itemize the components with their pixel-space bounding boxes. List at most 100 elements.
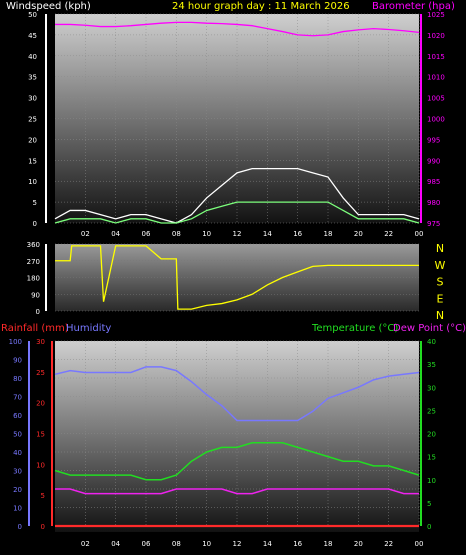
direction-grid bbox=[55, 243, 419, 312]
wind-tick-label: 10 bbox=[28, 178, 37, 186]
baro-tick-label: 1005 bbox=[427, 95, 445, 103]
baro-tick-label: 990 bbox=[427, 157, 440, 165]
wind-left-ticks: 0 5 10 15 20 25 30 35 40 45 50 bbox=[28, 11, 47, 228]
temp-x-tick-label: 22 bbox=[384, 540, 393, 548]
wind-tick-label: 45 bbox=[28, 32, 37, 40]
direction-tick-label: 270 bbox=[27, 258, 40, 266]
direction-tick-label: 90 bbox=[31, 291, 40, 299]
temp-x-tick-label: 06 bbox=[142, 540, 151, 548]
wind-x-tick-label: 10 bbox=[202, 230, 211, 238]
wind-tick-label: 50 bbox=[28, 11, 37, 19]
rain-tick-label: 15 bbox=[36, 431, 45, 439]
temp-tick-label: 0 bbox=[427, 523, 431, 531]
dewpoint-axis-title: Dew Point (°C) bbox=[393, 323, 466, 334]
barometer-line bbox=[55, 21, 420, 37]
humidity-tick-label: 20 bbox=[13, 486, 22, 494]
wind-gust-line bbox=[54, 168, 420, 224]
rain-tick-label: 5 bbox=[41, 492, 45, 500]
temp-tick-label: 20 bbox=[427, 431, 436, 439]
rain-tick-label: 0 bbox=[41, 523, 45, 531]
temp-x-tick-label: 12 bbox=[233, 540, 242, 548]
temp-tick-label: 10 bbox=[427, 477, 436, 485]
wind-tick-label: 5 bbox=[33, 199, 37, 207]
wind-tick-label: 30 bbox=[28, 95, 37, 103]
temp-tick-label: 15 bbox=[427, 454, 436, 462]
humidity-tick-label: 40 bbox=[13, 449, 22, 457]
temp-x-tick-label: 16 bbox=[293, 540, 302, 548]
humidity-tick-label: 70 bbox=[13, 394, 22, 402]
temp-x-tick-label: 20 bbox=[354, 540, 363, 548]
humidity-tick-label: 80 bbox=[13, 375, 22, 383]
wind-x-tick-label: 08 bbox=[172, 230, 181, 238]
temp-x-tick-label: 14 bbox=[263, 540, 272, 548]
temp-tick-label: 5 bbox=[427, 500, 431, 508]
wind-grid bbox=[55, 13, 420, 224]
wind-average-line bbox=[54, 201, 420, 224]
baro-tick-label: 1025 bbox=[427, 11, 445, 19]
temp-tick-label: 35 bbox=[427, 361, 436, 369]
temp-x-ticks: 02 04 06 08 10 12 14 16 18 20 22 00 bbox=[81, 540, 424, 548]
direction-tick-label: 0 bbox=[36, 308, 40, 316]
wind-x-tick-label: 02 bbox=[81, 230, 90, 238]
temp-ticks: 0 5 10 15 20 25 30 35 40 bbox=[420, 338, 436, 531]
wind-axis-title: Windspeed (kph) bbox=[6, 1, 91, 12]
temp-x-tick-label: 18 bbox=[324, 540, 333, 548]
temp-x-tick-label: 00 bbox=[415, 540, 424, 548]
barometer-axis-title: Barometer (hpa) bbox=[372, 1, 455, 12]
wind-tick-label: 35 bbox=[28, 74, 37, 82]
humidity-tick-label: 100 bbox=[9, 338, 22, 346]
wind-x-tick-label: 12 bbox=[233, 230, 242, 238]
temp-x-tick-label: 04 bbox=[111, 540, 120, 548]
humidity-line bbox=[54, 366, 420, 422]
compass-letter: E bbox=[437, 292, 444, 305]
wind-x-ticks: 02 04 06 08 10 12 14 16 18 20 22 00 bbox=[81, 230, 424, 238]
direction-tick-label: 360 bbox=[27, 241, 40, 249]
wind-tick-label: 15 bbox=[28, 157, 37, 165]
rain-tick-label: 10 bbox=[36, 461, 45, 469]
baro-tick-label: 1000 bbox=[427, 116, 445, 124]
direction-polyline bbox=[55, 245, 419, 310]
baro-right-ticks: 975 980 985 990 995 1000 1005 1010 1015 1020 1025 bbox=[420, 11, 445, 228]
humidity-tick-label: 10 bbox=[13, 505, 22, 513]
baro-tick-label: 1015 bbox=[427, 53, 445, 61]
temp-x-tick-label: 10 bbox=[202, 540, 211, 548]
rain-ticks: 0 5 10 15 20 25 30 bbox=[36, 338, 53, 531]
baro-tick-label: 985 bbox=[427, 178, 440, 186]
compass-letter: N bbox=[436, 309, 444, 322]
wind-tick-label: 40 bbox=[28, 53, 37, 61]
wind-tick-label: 20 bbox=[28, 136, 37, 144]
rainfall-axis-title: Rainfall (mm) bbox=[1, 323, 69, 334]
baro-tick-label: 1020 bbox=[427, 32, 445, 40]
humidity-axis-title: Humidity bbox=[66, 323, 111, 334]
baro-tick-label: 980 bbox=[427, 199, 440, 207]
wind-x-tick-label: 14 bbox=[263, 230, 272, 238]
humidity-ticks: 0 10 20 30 40 50 60 70 80 90 100 bbox=[9, 338, 30, 531]
temp-tick-label: 40 bbox=[427, 338, 436, 346]
dewpoint-line bbox=[55, 488, 419, 495]
temp-tick-label: 25 bbox=[427, 407, 436, 415]
temperature-axis-title: Temperature (°C) bbox=[311, 323, 398, 334]
direction-line bbox=[55, 245, 419, 310]
humidity-tick-label: 30 bbox=[13, 468, 22, 476]
wind-tick-label: 0 bbox=[33, 220, 37, 228]
wind-tick-label: 25 bbox=[28, 116, 37, 124]
temp-x-tick-label: 02 bbox=[81, 540, 90, 548]
humidity-tick-label: 0 bbox=[18, 523, 22, 531]
rain-tick-label: 25 bbox=[36, 369, 45, 377]
compass-letter: S bbox=[437, 276, 444, 289]
baro-tick-label: 975 bbox=[427, 220, 440, 228]
wind-x-tick-label: 22 bbox=[384, 230, 393, 238]
compass-letter: N bbox=[436, 242, 444, 255]
humidity-tick-label: 90 bbox=[13, 357, 22, 365]
temp-tick-label: 30 bbox=[427, 384, 436, 392]
temperature-line bbox=[54, 442, 420, 481]
wind-x-tick-label: 00 bbox=[415, 230, 424, 238]
chart-title: 24 hour graph day : 11 March 2026 bbox=[172, 1, 350, 12]
wind-x-tick-label: 04 bbox=[111, 230, 120, 238]
wind-lines bbox=[54, 21, 420, 224]
compass-letter: W bbox=[435, 259, 446, 272]
wind-x-tick-label: 18 bbox=[324, 230, 333, 238]
direction-tick-label: 180 bbox=[27, 275, 40, 283]
